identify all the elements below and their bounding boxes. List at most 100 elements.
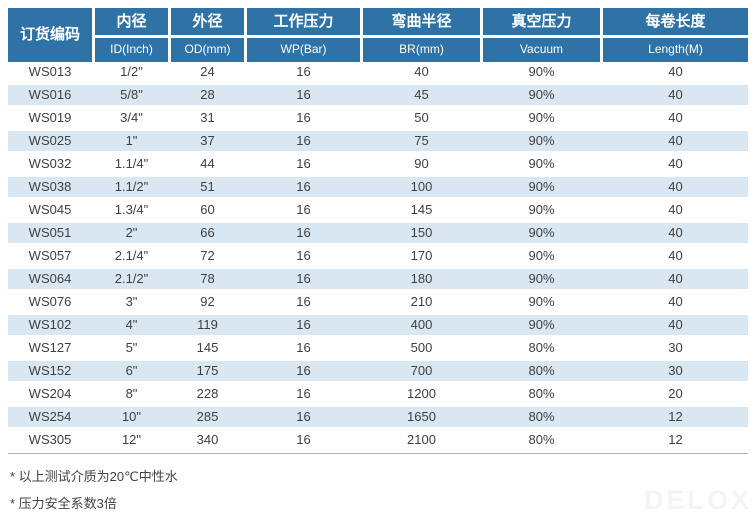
cell-value: 700 (410, 363, 433, 378)
cell-order-code: WS152 (28, 363, 72, 378)
cell-value: 12" (121, 432, 142, 447)
cell-value: 90% (528, 225, 555, 240)
cell-value: 50 (414, 110, 429, 125)
table-row: WS032 1.1/4" 44 16 90 90% 40 (8, 154, 748, 177)
column-header-en: Vacuum (483, 38, 600, 62)
column-header-zh: 外径 (171, 8, 244, 38)
column-header-zh: 内径 (95, 8, 168, 38)
table-body: WS013 1/2" 24 16 40 90% 40 WS016 5/8" 28 16 45 90% 40… (8, 62, 748, 454)
column-header-3: 工作压力 WP(Bar) (247, 8, 363, 62)
table-row: WS254 10" 285 16 1650 80% 12 (8, 407, 748, 430)
cell-order-code: WS051 (28, 225, 72, 240)
cell-value: 12 (668, 432, 683, 447)
cell-value: 16 (296, 271, 311, 286)
cell-value: 228 (196, 386, 219, 401)
cell-value: 16 (296, 156, 311, 171)
cell-order-code: WS016 (28, 87, 72, 102)
column-header-4: 弯曲半径 BR(mm) (363, 8, 483, 62)
cell-value: 285 (196, 409, 219, 424)
cell-value: 8" (125, 386, 138, 401)
cell-value: 78 (200, 271, 215, 286)
cell-value: 37 (200, 133, 215, 148)
cell-value: 3" (125, 294, 138, 309)
cell-value: 51 (200, 179, 215, 194)
cell-value: 2.1/2" (114, 271, 149, 286)
cell-value: 5/8" (120, 87, 143, 102)
cell-value: 90% (528, 202, 555, 217)
table-row: WS038 1.1/2" 51 16 100 90% 40 (8, 177, 748, 200)
cell-value: 30 (668, 363, 683, 378)
cell-order-code: WS019 (28, 110, 72, 125)
cell-order-code: WS127 (28, 340, 72, 355)
table-row: WS102 4" 119 16 400 90% 40 (8, 315, 748, 338)
table-row: WS016 5/8" 28 16 45 90% 40 (8, 85, 748, 108)
cell-value: 90% (528, 64, 555, 79)
cell-value: 4" (125, 317, 138, 332)
cell-value: 92 (200, 294, 215, 309)
cell-value: 40 (668, 179, 683, 194)
header-columns: 内径 ID(Inch) 外径 OD(mm) 工作压力 WP(Bar) 弯曲半径 BR(mm) 真… (95, 8, 748, 62)
cell-value: 16 (296, 225, 311, 240)
column-header-1: 内径 ID(Inch) (95, 8, 171, 62)
cell-value: 210 (410, 294, 433, 309)
cell-value: 170 (410, 248, 433, 263)
table-row: WS127 5" 145 16 500 80% 30 (8, 338, 748, 361)
cell-value: 16 (296, 110, 311, 125)
column-header-zh: 每卷长度 (603, 8, 748, 38)
cell-value: 40 (668, 294, 683, 309)
cell-value: 1" (125, 133, 138, 148)
cell-value: 40 (414, 64, 429, 79)
cell-value: 16 (296, 202, 311, 217)
cell-value: 16 (296, 248, 311, 263)
cell-value: 60 (200, 202, 215, 217)
cell-value: 90% (528, 294, 555, 309)
table-row: WS045 1.3/4" 60 16 145 90% 40 (8, 200, 748, 223)
cell-value: 145 (196, 340, 219, 355)
table-row: WS013 1/2" 24 16 40 90% 40 (8, 62, 748, 85)
cell-value: 45 (414, 87, 429, 102)
cell-value: 72 (200, 248, 215, 263)
cell-value: 500 (410, 340, 433, 355)
table-row: WS152 6" 175 16 700 80% 30 (8, 361, 748, 384)
cell-value: 90% (528, 179, 555, 194)
column-header-en: OD(mm) (171, 38, 244, 62)
column-header-en: Length(M) (603, 38, 748, 62)
column-header-zh: 弯曲半径 (363, 8, 480, 38)
cell-value: 80% (528, 340, 555, 355)
cell-value: 90% (528, 248, 555, 263)
table-header: 订货编码 内径 ID(Inch) 外径 OD(mm) 工作压力 WP(Bar) 弯曲半径 BR… (8, 8, 748, 62)
cell-value: 1.1/2" (114, 179, 149, 194)
cell-value: 28 (200, 87, 215, 102)
footnote-safety-factor: * 压力安全系数3倍 (10, 496, 117, 511)
hose-spec-table: 订货编码 内径 ID(Inch) 外径 OD(mm) 工作压力 WP(Bar) 弯曲半径 BR… (8, 8, 748, 454)
column-header-en: ID(Inch) (95, 38, 168, 62)
table-row: WS051 2" 66 16 150 90% 40 (8, 223, 748, 246)
column-header-order-code: 订货编码 (8, 8, 95, 62)
cell-value: 90% (528, 133, 555, 148)
cell-value: 16 (296, 87, 311, 102)
cell-value: 180 (410, 271, 433, 286)
cell-value: 16 (296, 432, 311, 447)
column-header-5: 真空压力 Vacuum (483, 8, 603, 62)
cell-value: 1650 (407, 409, 436, 424)
cell-value: 10" (121, 409, 142, 424)
cell-value: 90% (528, 110, 555, 125)
cell-value: 90 (414, 156, 429, 171)
cell-value: 20 (668, 386, 683, 401)
cell-order-code: WS064 (28, 271, 72, 286)
cell-value: 80% (528, 409, 555, 424)
cell-value: 40 (668, 225, 683, 240)
footnotes: * 以上测试介质为20℃中性水 * 压力安全系数3倍 (8, 468, 748, 513)
cell-value: 80% (528, 432, 555, 447)
column-header-zh: 真空压力 (483, 8, 600, 38)
cell-value: 100 (410, 179, 433, 194)
cell-value: 31 (200, 110, 215, 125)
cell-value: 40 (668, 248, 683, 263)
cell-value: 340 (196, 432, 219, 447)
cell-value: 80% (528, 386, 555, 401)
cell-value: 12 (668, 409, 683, 424)
cell-value: 1200 (407, 386, 436, 401)
brand-watermark: DELOX (643, 485, 752, 515)
cell-order-code: WS204 (28, 386, 72, 401)
cell-value: 44 (200, 156, 215, 171)
